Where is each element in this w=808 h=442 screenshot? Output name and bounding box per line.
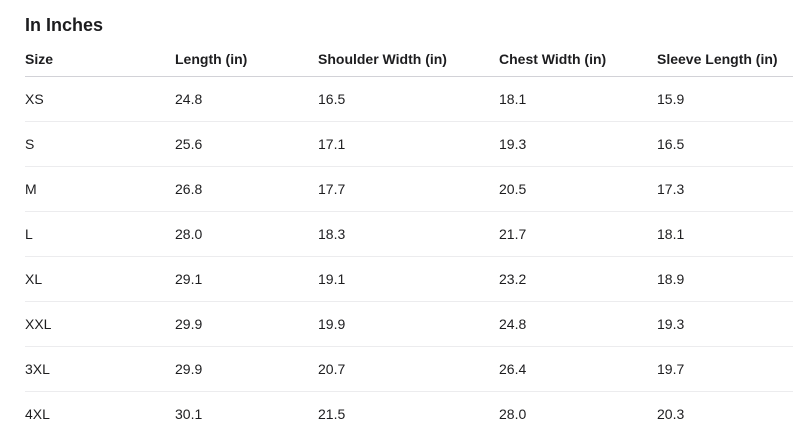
- table-cell: 28.0: [499, 406, 527, 422]
- table-cell: 16.5: [318, 76, 499, 122]
- table-cell: 23.2: [499, 256, 657, 302]
- table-cell: XS: [25, 76, 175, 122]
- table-cell: 20.5: [499, 166, 657, 212]
- table-cell: 19.7: [657, 346, 793, 392]
- header-cell: Size: [25, 43, 175, 77]
- table-cell: S: [25, 121, 175, 167]
- table-cell: 17.3: [657, 166, 793, 212]
- header-cell: Chest Width (in): [499, 43, 657, 77]
- header-cell: Sleeve Length (in): [657, 43, 793, 77]
- table-cell: 16.5: [657, 121, 793, 167]
- table-cell: 4XL: [25, 406, 50, 422]
- table-cell: 21.7: [499, 211, 657, 257]
- table-cell: 3XL: [25, 346, 175, 392]
- table-cell: 17.1: [318, 121, 499, 167]
- table-header: Size Length (in) Shoulder Width (in) Chest …: [25, 43, 793, 77]
- table-cell: 30.1: [175, 406, 203, 422]
- table-cell: 20.3: [657, 406, 685, 422]
- table-cell: 25.6: [175, 121, 318, 167]
- table-cell: 29.9: [175, 346, 318, 392]
- table-row: S 25.6 17.1 19.3 16.5: [25, 121, 793, 167]
- table-cell: 21.5: [318, 406, 346, 422]
- table-cell: 19.1: [318, 256, 499, 302]
- table-cell: 18.1: [499, 76, 657, 122]
- table-cell: L: [25, 211, 175, 257]
- table-cell: XXL: [25, 301, 175, 347]
- table-body: XS 24.8 16.5 18.1 15.9 S 25.6 17.1 19.3 16.5 M 26.8…: [25, 76, 793, 437]
- table-cell: 17.7: [318, 166, 499, 212]
- table-cell: 26.8: [175, 166, 318, 212]
- header-cell: Shoulder Width (in): [318, 43, 499, 77]
- size-table: Size Length (in) Shoulder Width (in) Chest …: [25, 43, 793, 436]
- table-cell: 19.3: [657, 301, 793, 347]
- table-cell: 18.3: [318, 211, 499, 257]
- table-cell: 20.7: [318, 346, 499, 392]
- table-cell: 24.8: [175, 76, 318, 122]
- table-row: M 26.8 17.7 20.5 17.3: [25, 166, 793, 212]
- table-cell: 29.9: [175, 301, 318, 347]
- table-cell: M: [25, 166, 175, 212]
- table-cell: 26.4: [499, 346, 657, 392]
- table-cell: 18.1: [657, 211, 793, 257]
- table-cell: XL: [25, 256, 175, 302]
- header-row: Size Length (in) Shoulder Width (in) Chest …: [25, 43, 793, 77]
- table-row: 4XL 30.1 21.5 28.0 20.3: [25, 392, 793, 437]
- table-row: 3XL 29.9 20.7 26.4 19.7: [25, 346, 793, 392]
- table-cell: 19.3: [499, 121, 657, 167]
- table-cell: 28.0: [175, 211, 318, 257]
- table-row: XL 29.1 19.1 23.2 18.9: [25, 256, 793, 302]
- table-row: XXL 29.9 19.9 24.8 19.3: [25, 301, 793, 347]
- table-cell: 24.8: [499, 301, 657, 347]
- table-cell: 29.1: [175, 256, 318, 302]
- table-cell: 19.9: [318, 301, 499, 347]
- table-row: L 28.0 18.3 21.7 18.1: [25, 211, 793, 257]
- table-row: XS 24.8 16.5 18.1 15.9: [25, 76, 793, 122]
- table-cell: 18.9: [657, 256, 793, 302]
- table-cell: 15.9: [657, 76, 793, 122]
- title: In Inches: [25, 15, 104, 35]
- header-cell: Length (in): [175, 43, 318, 77]
